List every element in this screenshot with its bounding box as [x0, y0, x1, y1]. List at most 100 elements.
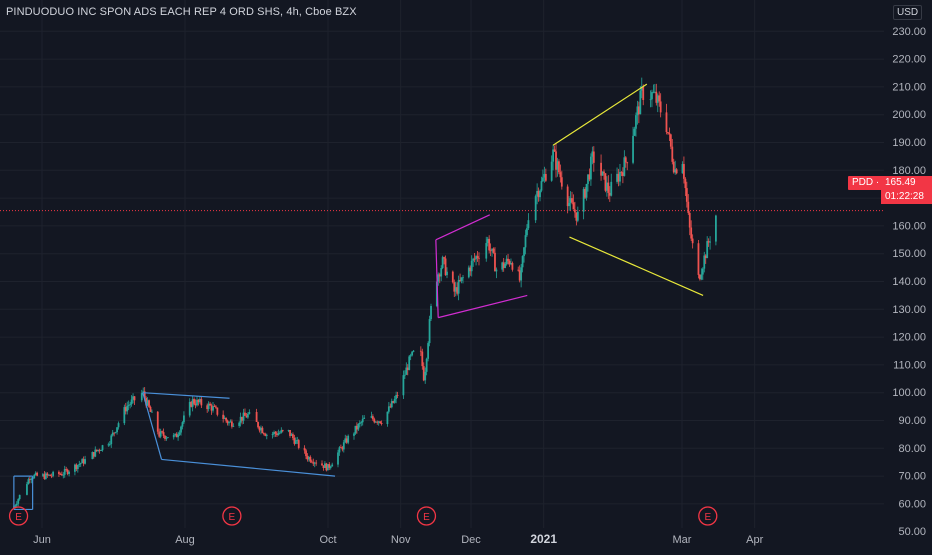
candle-body	[321, 463, 323, 466]
candle-body	[46, 473, 49, 476]
candle-body	[200, 399, 203, 406]
y-tick-label: 80.00	[898, 443, 926, 455]
candle-body	[685, 188, 688, 202]
candle-body	[517, 269, 520, 271]
candle-body	[485, 243, 488, 259]
bar-countdown: 01:22:28	[885, 191, 924, 202]
candle-body	[360, 422, 363, 424]
candle-body	[255, 411, 258, 422]
currency-badge[interactable]: USD	[893, 5, 923, 20]
candle-body	[232, 425, 235, 427]
candle-body	[194, 403, 197, 406]
trendline-magenta-top[interactable]	[435, 214, 491, 241]
candle-body	[534, 196, 537, 221]
candle-body	[129, 404, 132, 406]
candle-body	[669, 134, 672, 147]
candle-body	[709, 241, 711, 243]
candle-body	[79, 463, 82, 465]
candle-body	[405, 367, 408, 375]
candle-body	[82, 459, 85, 464]
y-tick-label: 50.00	[898, 526, 926, 538]
candle-body	[446, 271, 448, 276]
candle-body	[238, 422, 241, 426]
trendline-magenta-bottom[interactable]	[438, 294, 528, 319]
y-tick-label: 90.00	[898, 415, 926, 427]
candle-body	[387, 406, 390, 412]
candle-body	[293, 438, 296, 444]
candle-body	[491, 248, 493, 251]
trendline-yellow-top[interactable]	[552, 83, 648, 146]
candle-body	[697, 243, 700, 275]
candle-body	[526, 228, 528, 236]
earnings-marker[interactable]: E	[222, 506, 242, 526]
candle-body	[588, 174, 591, 180]
candle-body	[574, 209, 576, 213]
candle-body	[380, 423, 383, 425]
candle-body	[281, 430, 284, 431]
candle-body	[91, 452, 94, 460]
candle-body	[492, 248, 495, 253]
candle-body	[248, 411, 251, 414]
candle-body	[162, 432, 165, 436]
y-tick-label: 110.00	[893, 359, 926, 371]
trendline-blue-channel-top[interactable]	[142, 392, 230, 399]
price-axis[interactable]: 230.00220.00210.00200.00190.00180.00170.…	[892, 26, 926, 538]
candle-body	[127, 405, 130, 406]
candle-body	[303, 447, 306, 451]
candle-body	[17, 499, 20, 504]
earnings-marker[interactable]: E	[8, 506, 29, 526]
candle-body	[180, 426, 182, 433]
candle-body	[667, 132, 669, 134]
candle-body	[576, 211, 579, 221]
earnings-marker[interactable]: E	[416, 506, 437, 526]
candle-body	[215, 406, 217, 408]
candle-body	[373, 419, 376, 423]
drawings[interactable]	[13, 83, 704, 511]
candle-body	[617, 173, 620, 182]
candle-body	[101, 445, 104, 451]
trendline-blue-channel-bottom[interactable]	[161, 458, 336, 477]
candle-body	[158, 431, 161, 437]
candle-body	[425, 358, 428, 372]
candle-body	[489, 250, 492, 252]
candle-body	[161, 431, 164, 433]
candle-body	[308, 457, 310, 460]
y-tick-label: 130.00	[892, 304, 926, 316]
candle-body	[460, 277, 463, 281]
candle-body	[59, 474, 62, 475]
candle-body	[424, 371, 427, 381]
y-tick-label: 160.00	[892, 220, 926, 232]
candle-body	[175, 433, 178, 438]
candle-body	[165, 437, 168, 439]
earnings-marker[interactable]: E	[698, 506, 718, 526]
trendline-blue-channel-left[interactable]	[142, 392, 163, 460]
candle-body	[325, 463, 328, 471]
candle-body	[542, 177, 544, 182]
candle-body	[100, 450, 102, 452]
candle-body	[244, 412, 246, 416]
time-axis[interactable]: Jun Aug Oct Nov Dec 2021 Mar Apr	[33, 532, 763, 546]
candle-body	[469, 267, 472, 272]
candle-body	[33, 474, 36, 479]
earnings-marker-circle	[698, 506, 718, 526]
x-tick-label: Apr	[746, 534, 763, 546]
last-price-label: 165.49 01:22:28	[881, 176, 932, 204]
trendline-yellow-bottom[interactable]	[569, 236, 704, 296]
candle-body	[437, 274, 440, 282]
candle-body	[123, 407, 126, 424]
candle-body	[42, 474, 44, 476]
trendline-magenta-left[interactable]	[435, 239, 439, 318]
candle-body	[511, 263, 514, 270]
candle-body	[467, 267, 470, 278]
candle-body	[601, 171, 604, 176]
candle-body	[371, 416, 374, 420]
candle-body	[652, 91, 655, 93]
candle-body	[258, 427, 261, 431]
candle-body	[191, 399, 194, 407]
candle-body	[377, 421, 380, 423]
candle-body	[271, 434, 274, 435]
candle-body	[132, 396, 134, 400]
